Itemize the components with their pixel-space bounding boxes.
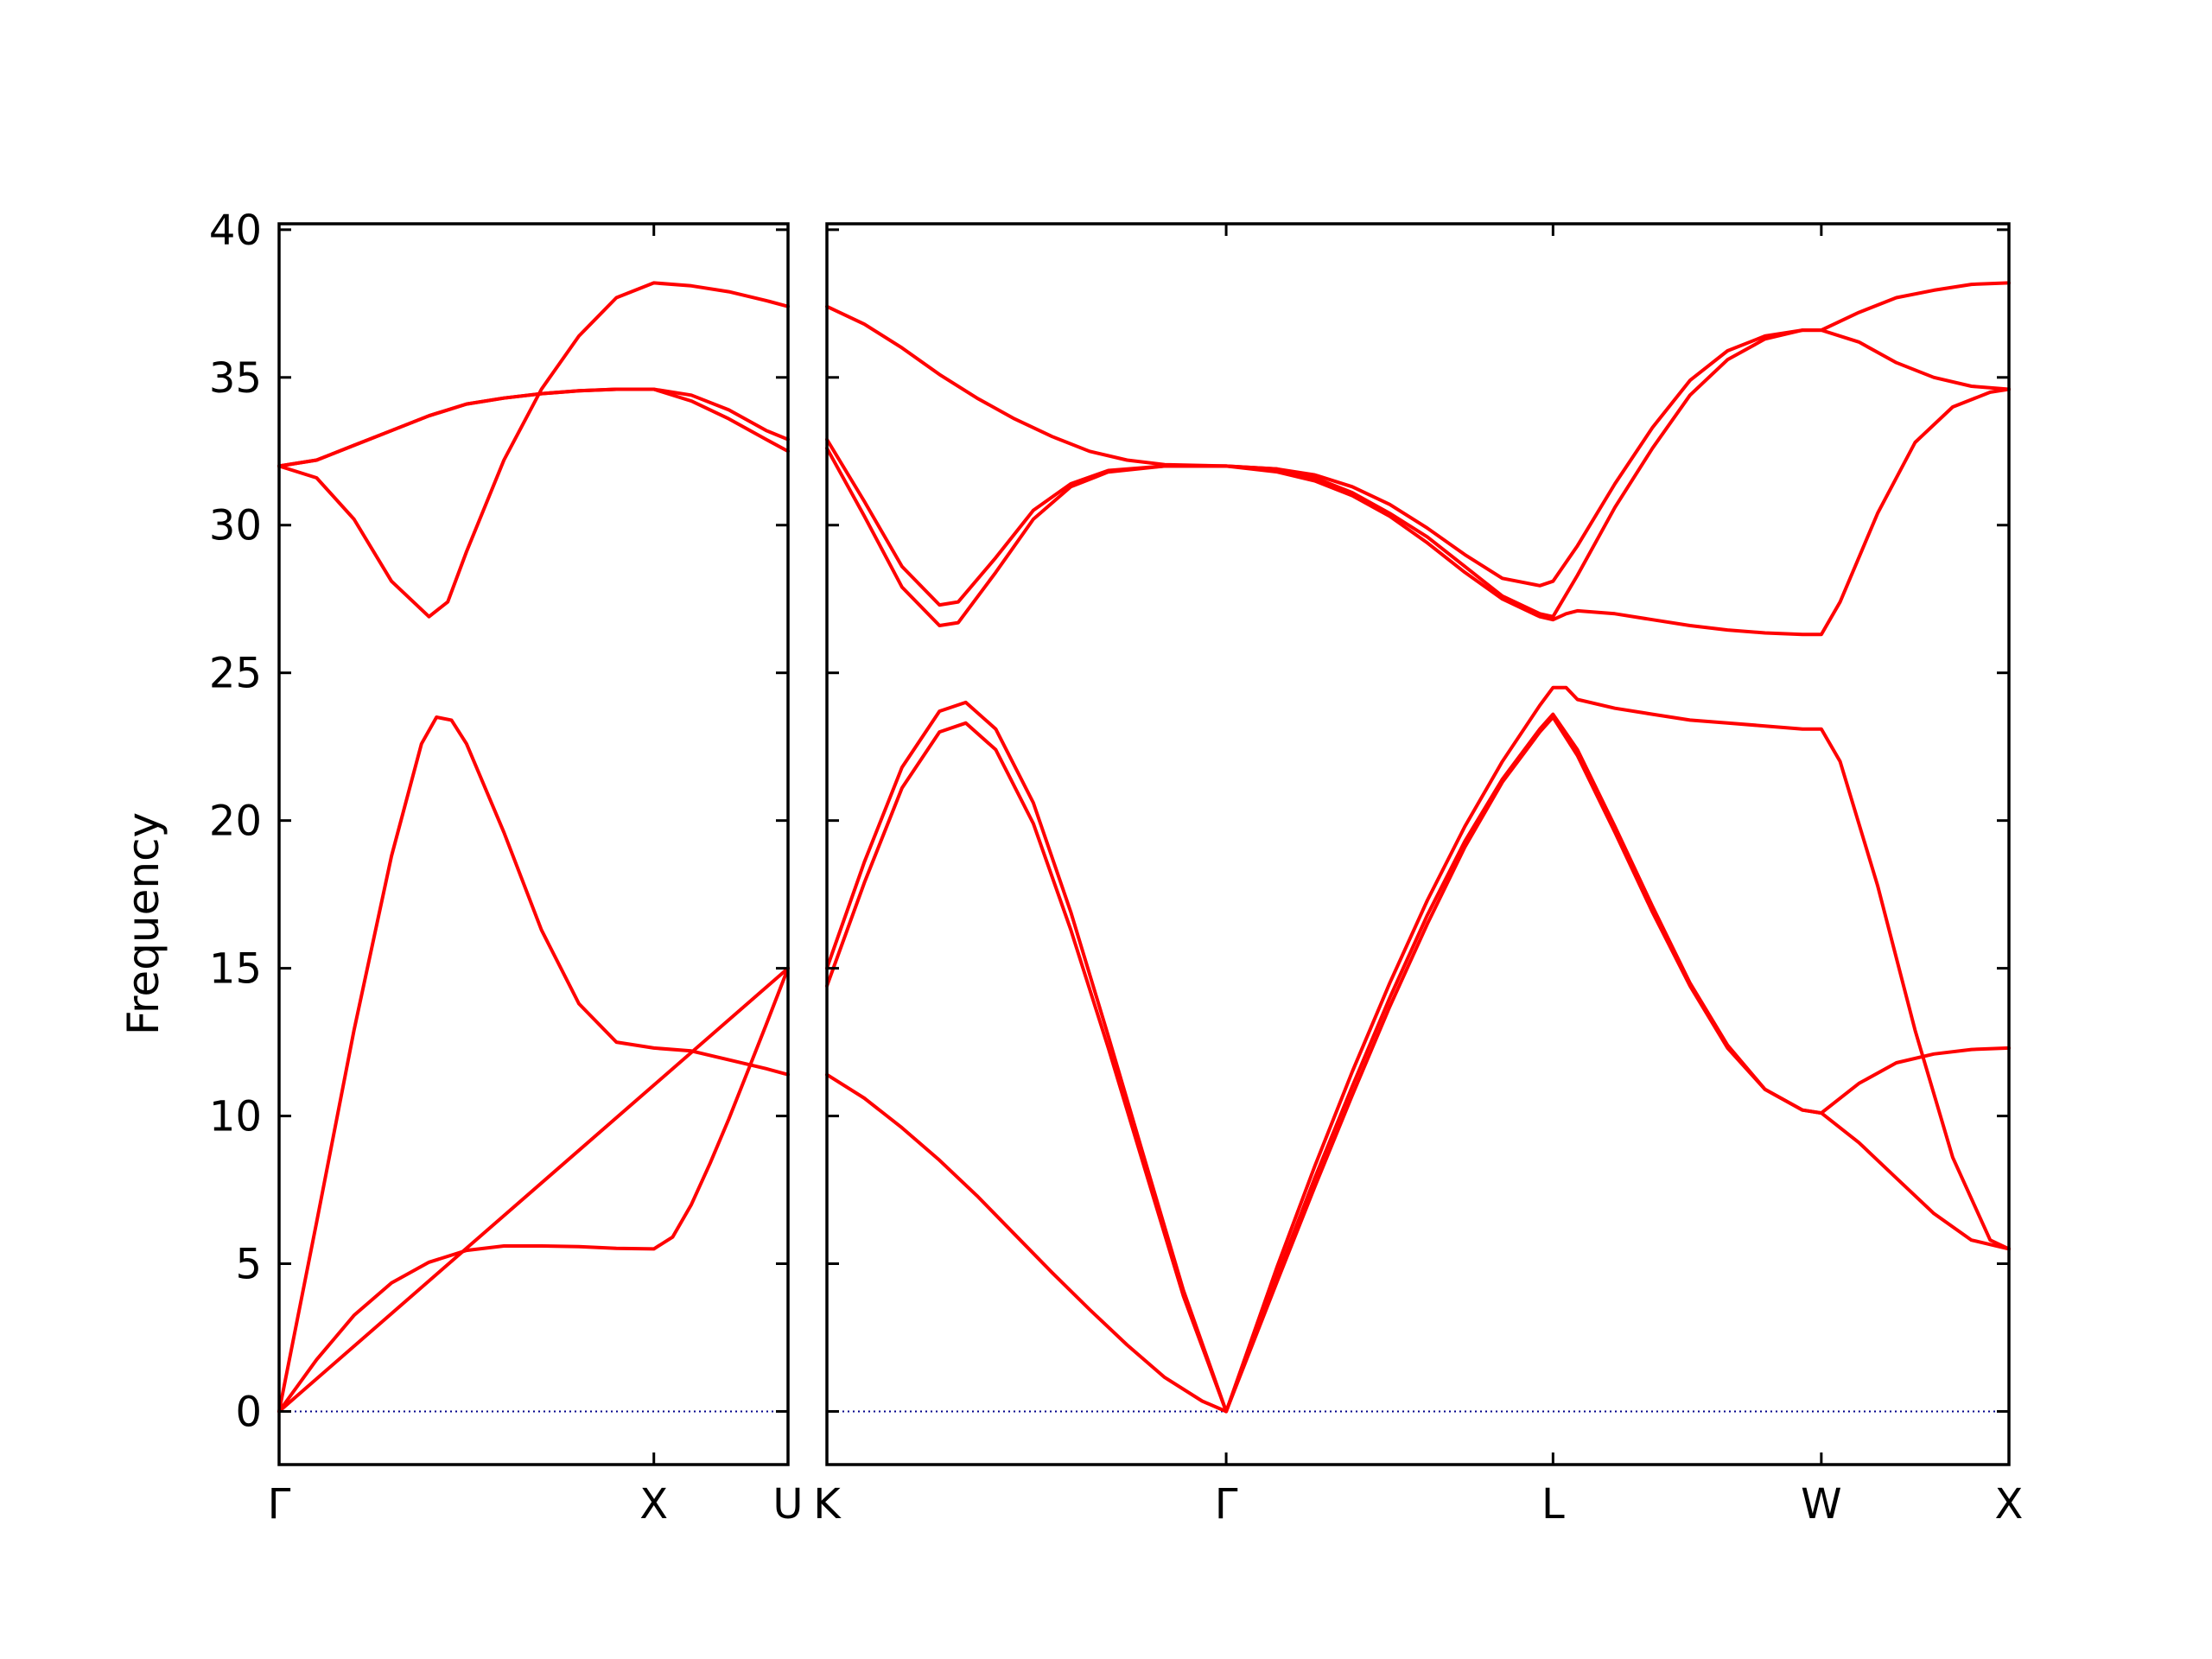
band-4-line <box>825 387 2011 637</box>
band-2-line <box>277 966 790 1414</box>
panel-1: 0 5 10 15 20 25 30 35 40 Γ X U <box>209 207 804 1529</box>
y-axis-label: Frequency <box>118 812 168 1035</box>
band-2-line <box>825 712 2011 1414</box>
x-tick-label: L <box>1541 1480 1565 1529</box>
y-tick-label: 40 <box>209 207 262 255</box>
x-tick-label: K <box>813 1480 842 1529</box>
plot-frame <box>825 222 2011 1466</box>
band-6-line <box>825 281 2011 619</box>
band-3-line <box>825 685 2011 1414</box>
y-tick-label: 0 <box>235 1388 262 1436</box>
band-3-line <box>277 715 790 1414</box>
band-5-line <box>825 328 2011 607</box>
plot-frame <box>277 222 790 1466</box>
x-tick-label: U <box>772 1480 803 1529</box>
y-tick-label: 25 <box>209 650 262 698</box>
y-tick-label: 35 <box>209 354 262 403</box>
band-6-line <box>277 387 790 468</box>
y-tick-label: 5 <box>235 1241 262 1289</box>
band-1-line <box>277 966 790 1414</box>
band-4-line <box>277 281 790 619</box>
x-tick-label: Γ <box>1215 1480 1238 1529</box>
x-tick-label: X <box>639 1480 668 1529</box>
y-tick-label: 30 <box>209 502 262 550</box>
x-tick-label: Γ <box>268 1480 291 1529</box>
y-tick-label: 20 <box>209 798 262 846</box>
x-tick-label: X <box>1995 1480 2024 1529</box>
band-1-line <box>825 715 2011 1414</box>
y-tick-label: 10 <box>209 1093 262 1141</box>
x-tick-label: W <box>1801 1480 1841 1529</box>
y-tick-label: 15 <box>209 945 262 994</box>
